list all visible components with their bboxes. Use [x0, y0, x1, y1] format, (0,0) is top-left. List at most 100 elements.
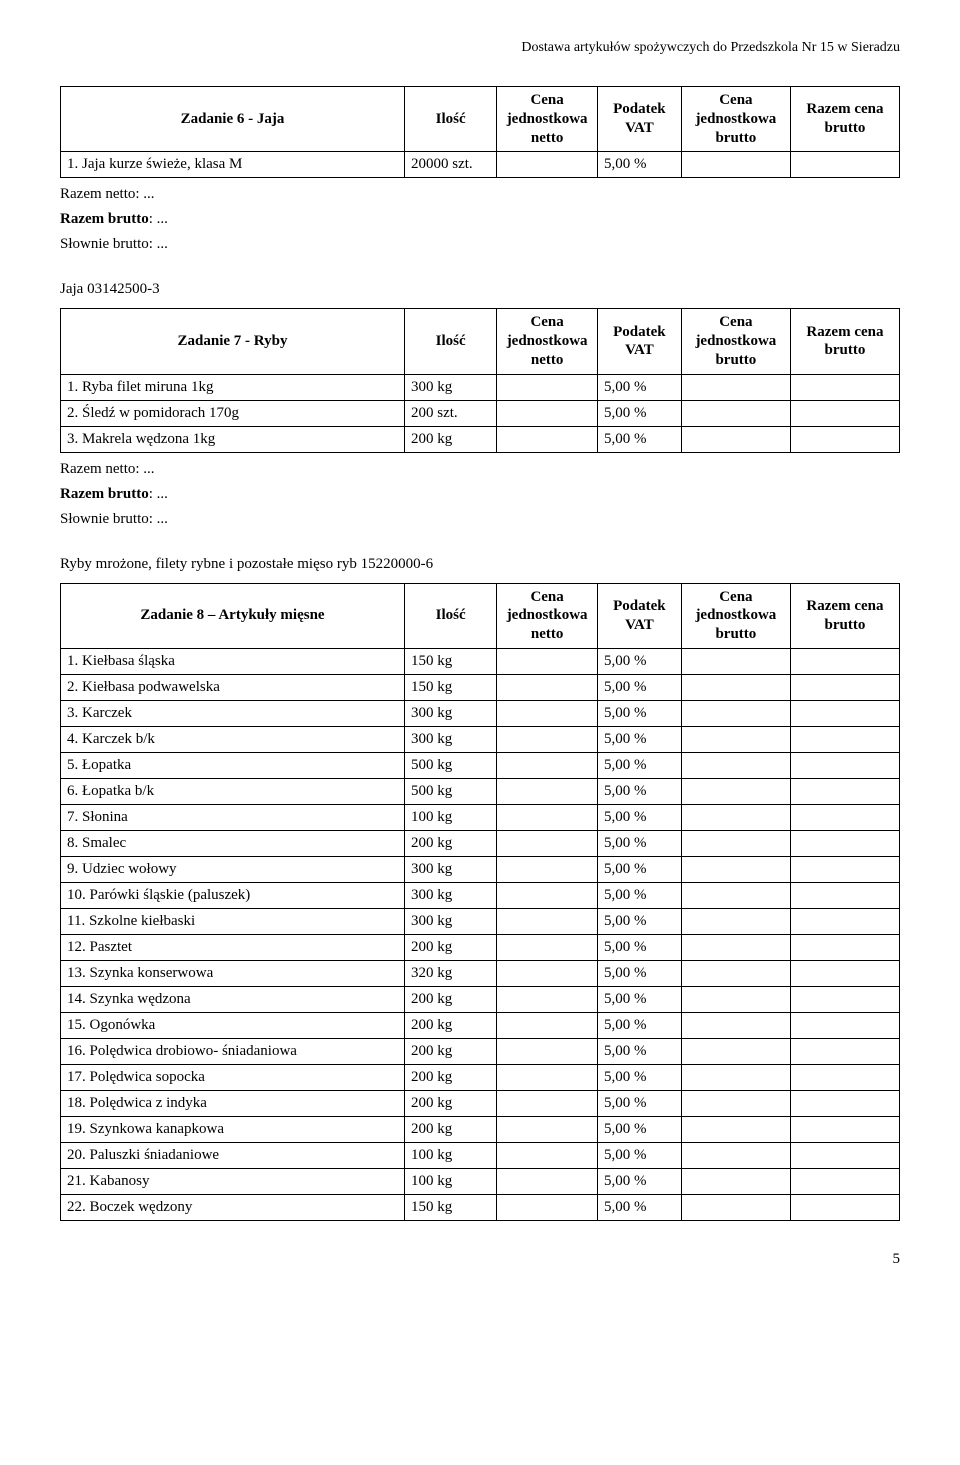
summary-block: Razem netto: ... Razem brutto: ... Słownie…	[60, 186, 900, 253]
item-total	[790, 1012, 899, 1038]
col-vat: Podatek VAT	[597, 583, 681, 648]
table-row: 3. Makrela wędzona 1kg200 kg5,00 %	[61, 426, 900, 452]
item-vat: 5,00 %	[597, 1194, 681, 1220]
table-row: 21. Kabanosy100 kg5,00 %	[61, 1168, 900, 1194]
table-row: 4. Karczek b/k300 kg5,00 %	[61, 726, 900, 752]
table-row: 2. Śledź w pomidorach 170g200 szt.5,00 %	[61, 400, 900, 426]
item-unit-net	[497, 726, 598, 752]
item-name: 15. Ogonówka	[61, 1012, 405, 1038]
item-unit-gross	[681, 830, 790, 856]
summary-gross: Razem brutto: ...	[60, 486, 900, 503]
item-total	[790, 1116, 899, 1142]
item-unit-net	[497, 1142, 598, 1168]
col-qty: Ilość	[405, 309, 497, 374]
item-name: 20. Paluszki śniadaniowe	[61, 1142, 405, 1168]
item-vat: 5,00 %	[597, 882, 681, 908]
item-qty: 300 kg	[405, 856, 497, 882]
item-name: 19. Szynkowa kanapkowa	[61, 1116, 405, 1142]
table-row: 16. Polędwica drobiowo- śniadaniowa200 k…	[61, 1038, 900, 1064]
item-vat: 5,00 %	[597, 1142, 681, 1168]
item-total	[790, 934, 899, 960]
item-unit-gross	[681, 152, 790, 178]
table-row: 2. Kiełbasa podwawelska150 kg5,00 %	[61, 674, 900, 700]
item-unit-gross	[681, 778, 790, 804]
summary-net: Razem netto: ...	[60, 186, 900, 203]
table-row: 20. Paluszki śniadaniowe100 kg 5,00 %	[61, 1142, 900, 1168]
item-vat: 5,00 %	[597, 908, 681, 934]
item-vat: 5,00 %	[597, 1038, 681, 1064]
data-table: Zadanie 8 – Artykuły mięsneIlośćCena jed…	[60, 583, 900, 1221]
item-qty: 150 kg	[405, 674, 497, 700]
item-total	[790, 426, 899, 452]
item-name: 6. Łopatka b/k	[61, 778, 405, 804]
item-vat: 5,00 %	[597, 374, 681, 400]
item-vat: 5,00 %	[597, 648, 681, 674]
item-unit-net	[497, 1012, 598, 1038]
item-unit-gross	[681, 1064, 790, 1090]
item-total	[790, 882, 899, 908]
col-unit-gross: Cena jednostkowa brutto	[681, 583, 790, 648]
item-unit-net	[497, 856, 598, 882]
item-qty: 100 kg	[405, 1142, 497, 1168]
item-qty: 300 kg	[405, 726, 497, 752]
item-name: 7. Słonina	[61, 804, 405, 830]
item-unit-gross	[681, 804, 790, 830]
table-row: 1. Kiełbasa śląska150 kg5,00 %	[61, 648, 900, 674]
col-total: Razem cena brutto	[790, 309, 899, 374]
item-qty: 300 kg	[405, 700, 497, 726]
item-name: 10. Parówki śląskie (paluszek)	[61, 882, 405, 908]
item-name: 22. Boczek wędzony	[61, 1194, 405, 1220]
item-unit-gross	[681, 700, 790, 726]
item-unit-gross	[681, 908, 790, 934]
item-total	[790, 804, 899, 830]
item-unit-gross	[681, 752, 790, 778]
section-label: Jaja 03142500-3	[60, 281, 900, 298]
table-row: 6. Łopatka b/k500 kg5,00 %	[61, 778, 900, 804]
item-total	[790, 960, 899, 986]
table-row: 10. Parówki śląskie (paluszek)300 kg5,00…	[61, 882, 900, 908]
item-qty: 200 szt.	[405, 400, 497, 426]
item-name: 3. Karczek	[61, 700, 405, 726]
item-total	[790, 1064, 899, 1090]
table-row: 11. Szkolne kiełbaski300 kg5,00 %	[61, 908, 900, 934]
item-unit-net	[497, 400, 598, 426]
content-container: Zadanie 6 - JajaIlośćCena jednostkowa ne…	[60, 86, 900, 1221]
item-vat: 5,00 %	[597, 934, 681, 960]
item-qty: 200 kg	[405, 1012, 497, 1038]
col-unit-net: Cena jednostkowa netto	[497, 583, 598, 648]
item-total	[790, 1168, 899, 1194]
item-qty: 200 kg	[405, 1064, 497, 1090]
item-unit-net	[497, 986, 598, 1012]
item-unit-net	[497, 804, 598, 830]
item-unit-net	[497, 778, 598, 804]
item-unit-gross	[681, 856, 790, 882]
table-row: 12. Pasztet200 kg5,00 %	[61, 934, 900, 960]
table-row: 1. Ryba filet miruna 1kg300 kg5,00 %	[61, 374, 900, 400]
item-name: 21. Kabanosy	[61, 1168, 405, 1194]
item-unit-gross	[681, 1090, 790, 1116]
summary-words: Słownie brutto: ...	[60, 236, 900, 253]
col-qty: Ilość	[405, 87, 497, 152]
item-vat: 5,00 %	[597, 674, 681, 700]
item-total	[790, 374, 899, 400]
task-title: Zadanie 8 – Artykuły mięsne	[61, 583, 405, 648]
item-name: 16. Polędwica drobiowo- śniadaniowa	[61, 1038, 405, 1064]
item-unit-gross	[681, 726, 790, 752]
item-vat: 5,00 %	[597, 856, 681, 882]
item-unit-gross	[681, 934, 790, 960]
item-unit-net	[497, 752, 598, 778]
item-unit-gross	[681, 1038, 790, 1064]
item-vat: 5,00 %	[597, 1116, 681, 1142]
item-unit-gross	[681, 1194, 790, 1220]
summary-net: Razem netto: ...	[60, 461, 900, 478]
item-vat: 5,00 %	[597, 700, 681, 726]
item-total	[790, 1038, 899, 1064]
item-unit-gross	[681, 426, 790, 452]
item-total	[790, 1194, 899, 1220]
item-unit-net	[497, 700, 598, 726]
item-unit-net	[497, 1116, 598, 1142]
table-row: 7. Słonina100 kg5,00 %	[61, 804, 900, 830]
table-row: 15. Ogonówka200 kg5,00 %	[61, 1012, 900, 1038]
item-qty: 150 kg	[405, 1194, 497, 1220]
summary-gross: Razem brutto: ...	[60, 211, 900, 228]
